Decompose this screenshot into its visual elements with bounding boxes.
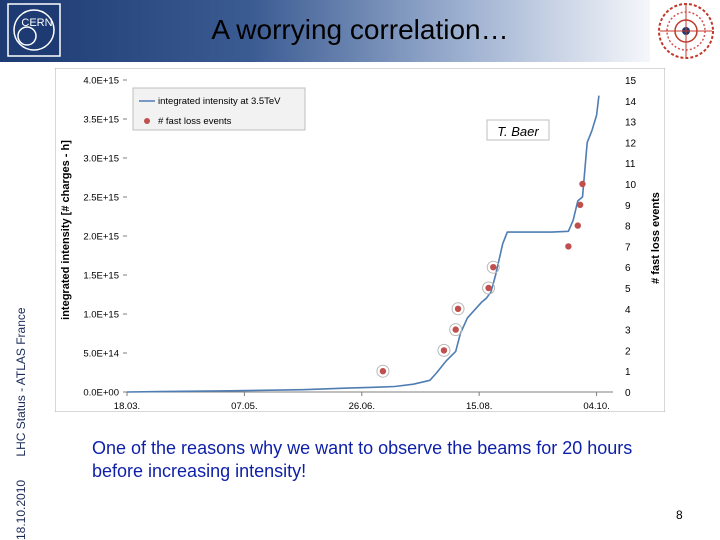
cern-logo: CERN xyxy=(7,3,61,57)
loss-event-point xyxy=(452,326,459,333)
x-tick-label: 15.08. xyxy=(466,401,492,412)
legend-point-swatch xyxy=(144,118,150,124)
loss-event-point xyxy=(379,368,387,375)
atlas-event-logo xyxy=(650,0,720,62)
slide-title: A worrying correlation… xyxy=(211,14,509,45)
loss-event-point xyxy=(440,347,448,354)
left-axis-ticks: 0.0E+00 5.0E+14 1.0E+15 1.5E+15 2.0E+15 2.5E+… xyxy=(83,76,127,399)
left-tick-label: 4.0E+15 xyxy=(83,76,119,87)
left-tick-label: 1.5E+15 xyxy=(83,271,119,282)
right-tick-label: 4 xyxy=(625,305,631,316)
x-tick-label: 04.10. xyxy=(583,401,609,412)
title-bar: CERN A worrying correlation… xyxy=(0,0,720,62)
right-tick-label: 15 xyxy=(625,76,637,87)
side-date: 18.10.2010 xyxy=(14,479,28,540)
right-tick-label: 13 xyxy=(625,118,637,129)
side-label: 18.10.2010 LHC Status - ATLAS France xyxy=(14,287,28,540)
loss-event-point xyxy=(454,305,462,312)
right-tick-label: 1 xyxy=(625,367,631,378)
page-number: 8 xyxy=(676,508,683,522)
loss-event-point xyxy=(579,180,586,188)
slide-note: One of the reasons why we want to observ… xyxy=(92,438,633,481)
svg-text:CERN: CERN xyxy=(21,17,52,29)
right-tick-label: 8 xyxy=(625,222,631,233)
left-tick-label: 3.0E+15 xyxy=(83,154,119,165)
highlight-ring xyxy=(376,364,390,378)
x-tick-label: 26.06. xyxy=(349,401,375,412)
right-tick-label: 14 xyxy=(625,97,637,108)
intensity-chart: 0.0E+00 5.0E+14 1.0E+15 1.5E+15 2.0E+15 2.5E+… xyxy=(55,68,665,412)
intensity-line xyxy=(126,95,600,393)
loss-event-point xyxy=(576,201,584,208)
right-tick-label: 7 xyxy=(625,242,631,253)
loss-event-point xyxy=(574,222,581,229)
right-tick-label: 11 xyxy=(625,159,636,170)
right-tick-label: 0 xyxy=(625,388,631,399)
y-axis-label: integrated intensity [# charges - h] xyxy=(60,140,72,320)
highlight-ring xyxy=(437,343,451,357)
highlight-ring xyxy=(482,281,496,295)
plot-series xyxy=(126,95,600,393)
right-tick-label: 5 xyxy=(625,284,631,295)
x-tick-label: 18.03. xyxy=(114,401,140,412)
legend-item-intensity: integrated intensity at 3.5TeV xyxy=(158,96,281,107)
side-text: LHC Status - ATLAS France xyxy=(14,307,28,457)
left-tick-label: 3.5E+15 xyxy=(83,115,119,126)
loss-event-point xyxy=(485,284,492,292)
highlight-ring xyxy=(449,323,463,337)
y2-axis-label: # fast loss events xyxy=(650,192,662,284)
left-tick-label: 2.0E+15 xyxy=(83,232,119,243)
legend-item-loss-events: # fast loss events xyxy=(158,116,232,127)
highlight-ring xyxy=(486,260,500,274)
right-tick-label: 10 xyxy=(625,180,637,191)
left-tick-label: 1.0E+15 xyxy=(83,310,119,321)
right-tick-label: 3 xyxy=(625,326,631,337)
right-tick-label: 9 xyxy=(625,201,631,212)
left-tick-label: 5.0E+14 xyxy=(83,349,119,360)
left-tick-label: 2.5E+15 xyxy=(83,193,119,204)
legend-box xyxy=(132,87,306,131)
annotation-label: T. Baer xyxy=(497,124,539,139)
right-tick-label: 6 xyxy=(625,263,631,274)
annotation-box xyxy=(486,119,550,141)
left-tick-label: 0.0E+00 xyxy=(83,388,119,399)
highlight-ring xyxy=(451,302,465,316)
right-tick-label: 2 xyxy=(625,346,631,357)
loss-event-point xyxy=(565,243,572,250)
loss-event-point xyxy=(490,264,497,271)
x-axis-ticks: 18.03. 07.05. 26.06. 15.08. 04.10. xyxy=(114,392,610,412)
legend: integrated intensity at 3.5TeV # fast lo… xyxy=(132,87,306,131)
right-tick-label: 12 xyxy=(625,138,637,149)
x-tick-label: 07.05. xyxy=(231,401,257,412)
